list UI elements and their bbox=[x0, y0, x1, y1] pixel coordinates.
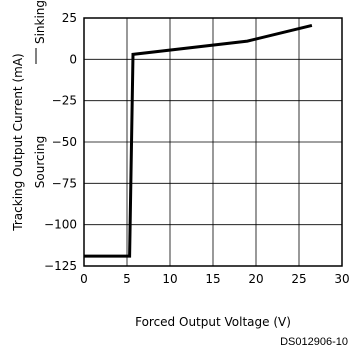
x-tick-label: 0 bbox=[80, 272, 88, 286]
y-axis-label: Tracking Output Current (mA) bbox=[11, 53, 25, 231]
x-axis-label: Forced Output Voltage (V) bbox=[135, 315, 291, 329]
y-tick-label: −50 bbox=[52, 135, 77, 149]
sinking-annotation: Sinking bbox=[33, 0, 47, 44]
series-group bbox=[84, 23, 313, 258]
plot-frame bbox=[83, 17, 343, 267]
figure-code-label: DS012906-10 bbox=[280, 336, 348, 348]
sourcing-annotation: Sourcing bbox=[33, 136, 47, 188]
y-tick-label: −125 bbox=[44, 259, 77, 273]
x-tick-label: 30 bbox=[334, 272, 349, 286]
x-tick-label: 15 bbox=[205, 272, 220, 286]
y-tick-labels: 25 0 −25 −50 −75 −100 −125 bbox=[44, 11, 77, 273]
grid-lines bbox=[84, 18, 342, 266]
y-tick-label: −75 bbox=[52, 176, 77, 190]
x-tick-label: 20 bbox=[248, 272, 263, 286]
y-tick-label: 25 bbox=[62, 11, 77, 25]
x-tick-label: 10 bbox=[162, 272, 177, 286]
y-tick-label: 0 bbox=[69, 52, 77, 66]
x-tick-label: 5 bbox=[123, 272, 131, 286]
x-tick-labels: 0 5 10 15 20 25 30 bbox=[80, 272, 349, 286]
y-tick-label: −25 bbox=[52, 94, 77, 108]
x-tick-label: 25 bbox=[291, 272, 306, 286]
y-tick-label: −100 bbox=[44, 218, 77, 232]
series-line bbox=[84, 23, 313, 258]
